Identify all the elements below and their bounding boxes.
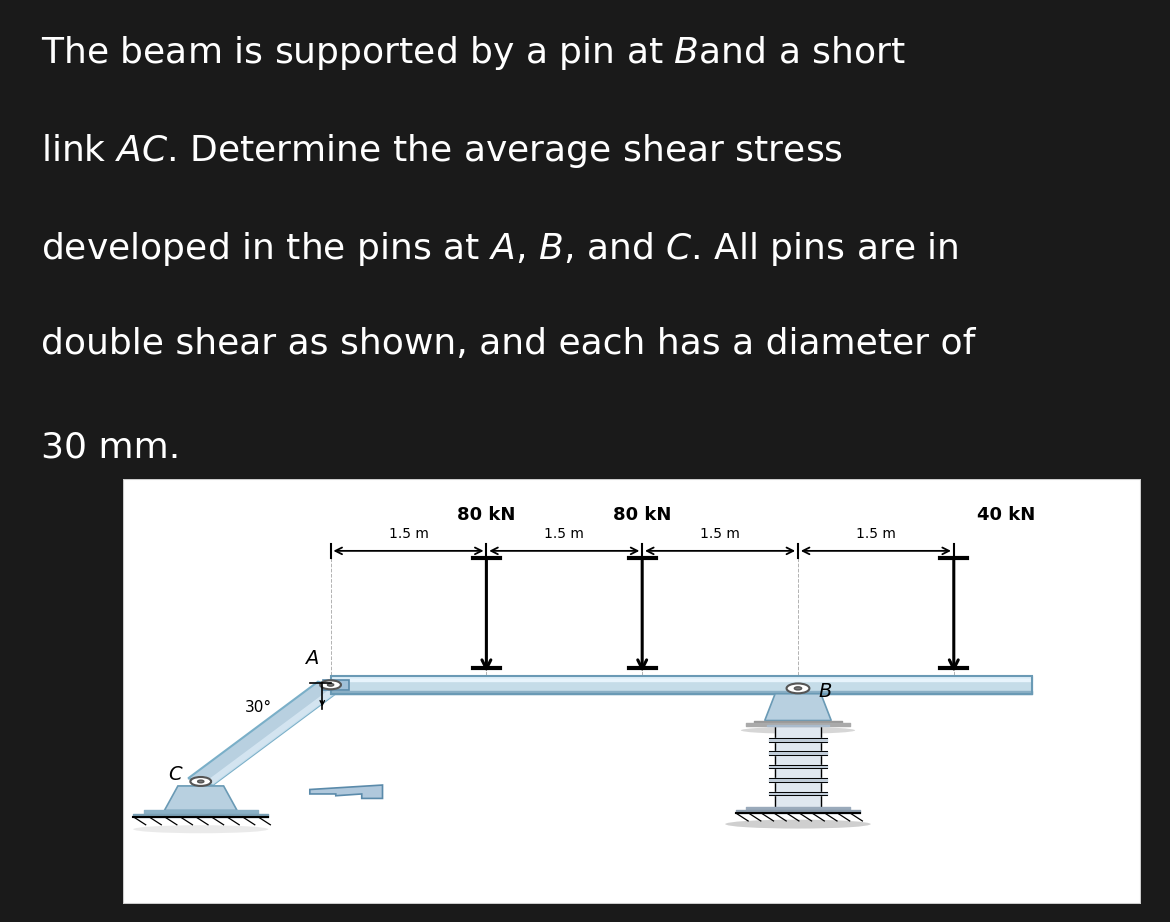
- Text: 30°: 30°: [245, 700, 271, 715]
- Polygon shape: [765, 693, 831, 720]
- Circle shape: [786, 683, 810, 693]
- Text: 80 kN: 80 kN: [457, 506, 516, 524]
- Ellipse shape: [741, 727, 855, 734]
- Text: 1.5 m: 1.5 m: [388, 527, 428, 541]
- Polygon shape: [165, 786, 238, 810]
- Text: 80 kN: 80 kN: [613, 506, 672, 524]
- Polygon shape: [205, 686, 343, 785]
- Polygon shape: [188, 681, 343, 785]
- Text: B: B: [819, 682, 832, 701]
- Circle shape: [198, 780, 204, 783]
- Text: developed in the pins at $\it{A}$, $\it{B}$, and $\it{C}$. All pins are in: developed in the pins at $\it{A}$, $\it{…: [41, 230, 958, 267]
- Circle shape: [321, 680, 340, 690]
- Circle shape: [794, 687, 801, 690]
- Text: 1.5 m: 1.5 m: [700, 527, 739, 541]
- Polygon shape: [310, 785, 383, 798]
- Circle shape: [191, 777, 211, 786]
- Text: C: C: [168, 765, 183, 785]
- Text: 1.5 m: 1.5 m: [856, 527, 896, 541]
- Circle shape: [328, 683, 333, 686]
- Ellipse shape: [725, 820, 870, 829]
- FancyBboxPatch shape: [323, 680, 349, 690]
- Ellipse shape: [133, 825, 268, 833]
- Text: 30 mm.: 30 mm.: [41, 430, 180, 464]
- FancyBboxPatch shape: [123, 479, 1141, 904]
- Text: The beam is supported by a pin at $\it{B}$and a short: The beam is supported by a pin at $\it{B…: [41, 34, 906, 72]
- Text: double shear as shown, and each has a diameter of: double shear as shown, and each has a di…: [41, 327, 976, 361]
- Text: 40 kN: 40 kN: [977, 506, 1034, 524]
- Text: link $\it{AC}$. Determine the average shear stress: link $\it{AC}$. Determine the average sh…: [41, 132, 842, 170]
- Text: A: A: [304, 649, 318, 668]
- Text: 1.5 m: 1.5 m: [544, 527, 584, 541]
